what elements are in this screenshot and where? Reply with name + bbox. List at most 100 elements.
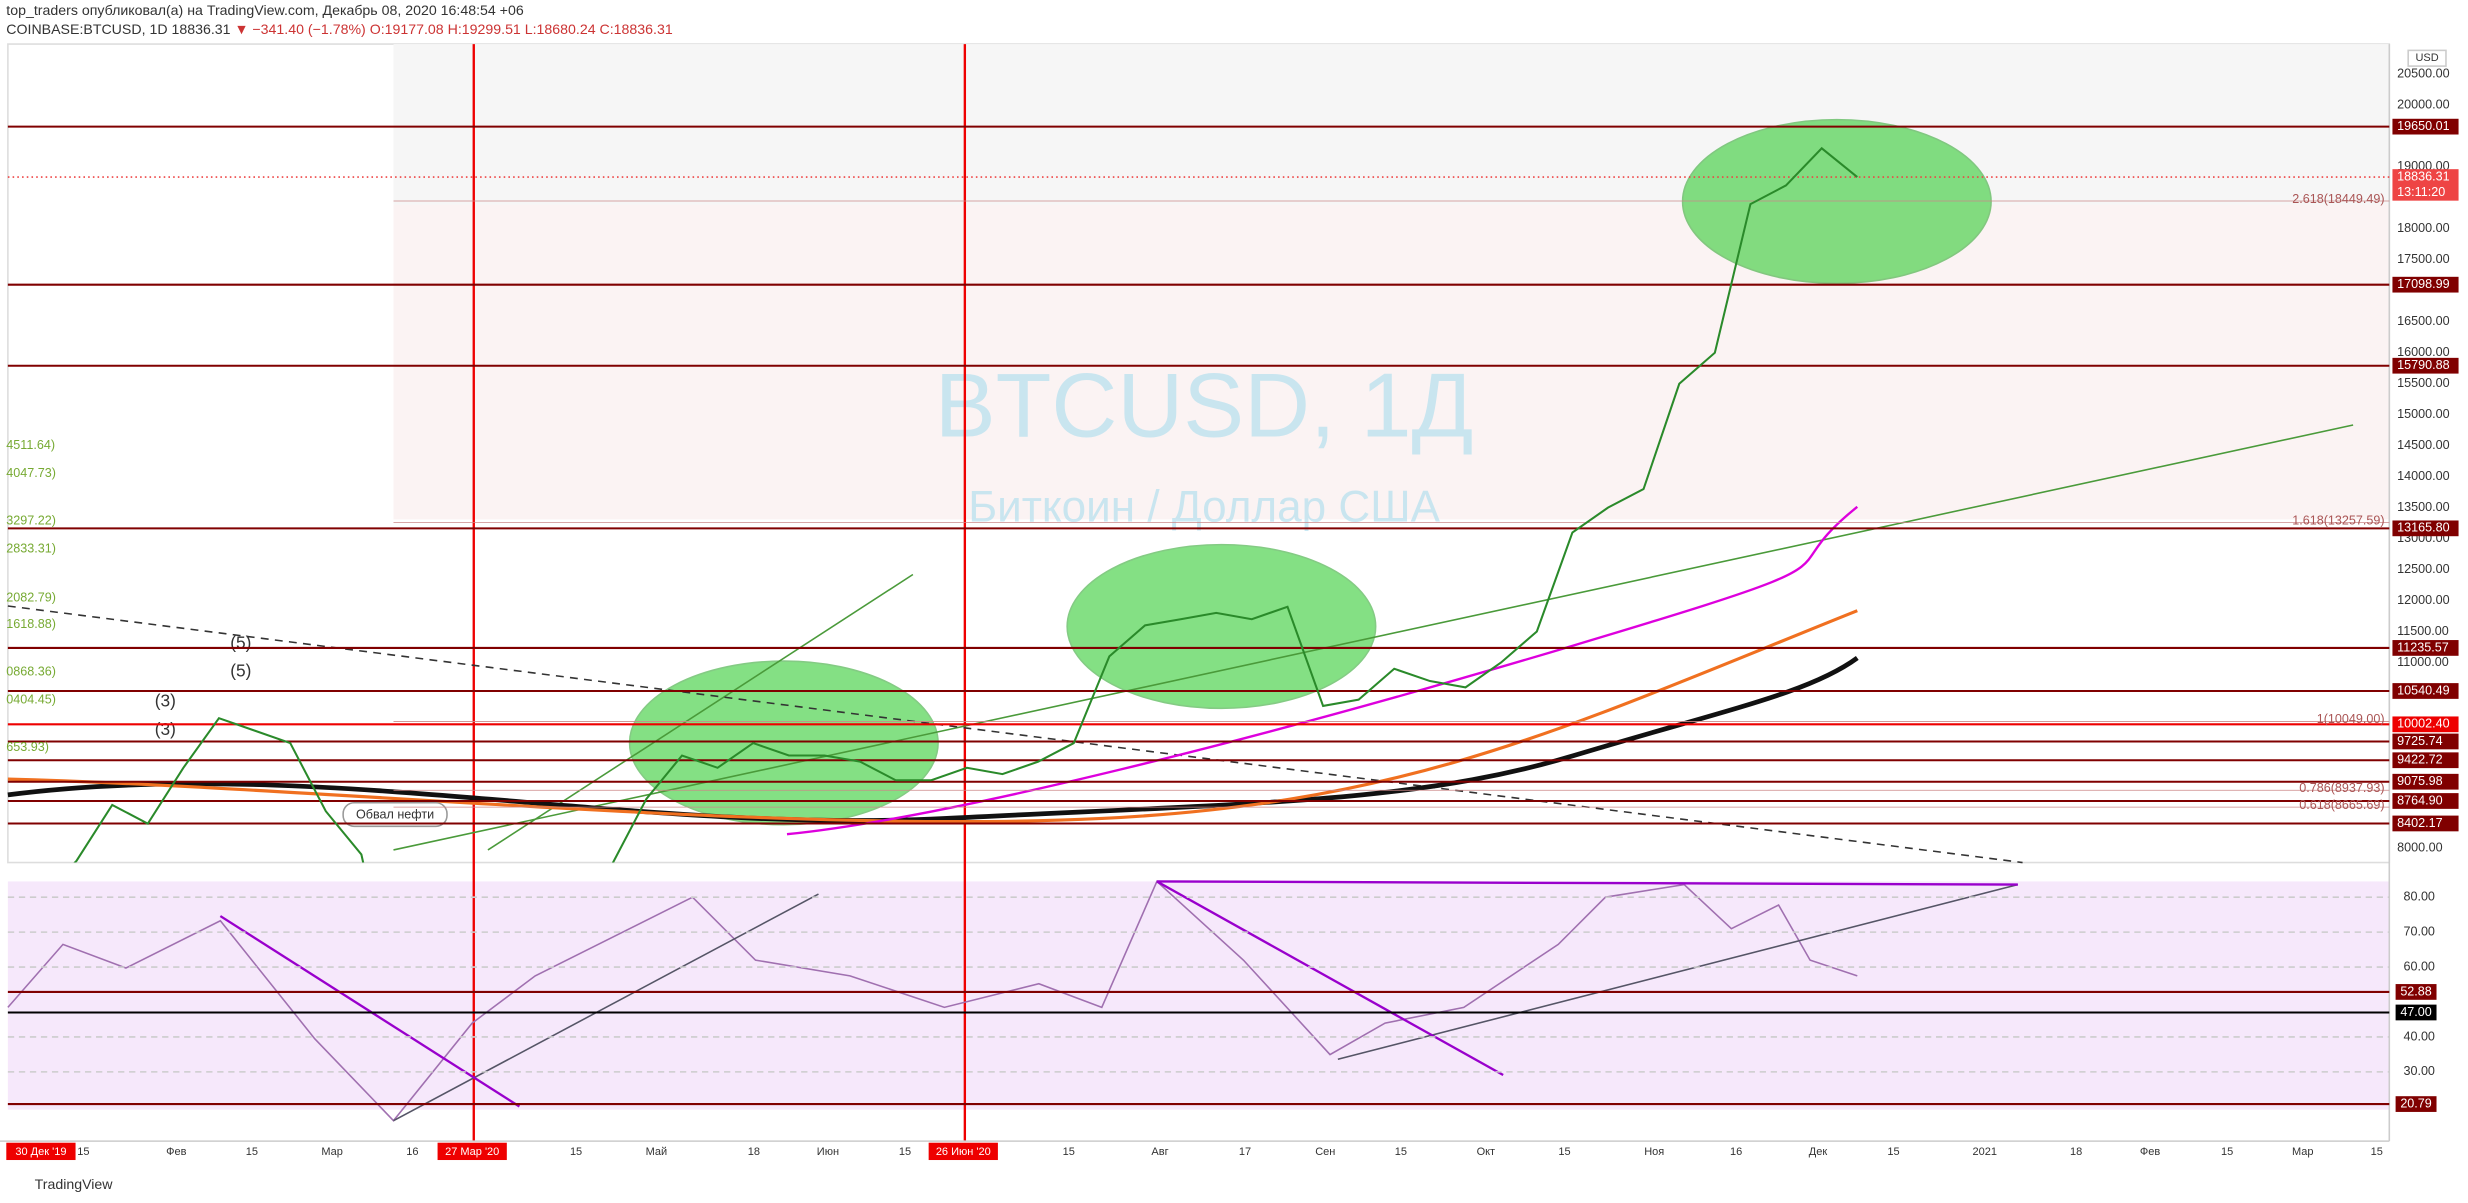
trendline <box>219 915 521 1108</box>
author: top_traders опубликовал(а) на TradingVie… <box>6 3 524 19</box>
time-label: 15 <box>899 1146 911 1158</box>
wave: (5) <box>230 632 251 652</box>
level-label: 13165.80 <box>2397 521 2449 535</box>
trendline <box>393 424 2354 851</box>
time-label: Май <box>646 1146 668 1158</box>
price-tick-label: 14500.00 <box>2397 438 2449 452</box>
level-box <box>2392 276 2459 293</box>
price-tick-label: 14000.00 <box>2397 469 2449 483</box>
time-label: 15 <box>2371 1146 2383 1158</box>
time-label: 27 Мар '20 <box>445 1146 499 1158</box>
currency: USD <box>2415 52 2438 64</box>
left-label: 2833.31) <box>6 542 56 556</box>
time-label: Фев <box>166 1146 186 1158</box>
level-label: 9075.98 <box>2397 774 2442 788</box>
time-label: 15 <box>2221 1146 2233 1158</box>
price-tick-label: 13500.00 <box>2397 500 2449 514</box>
level-box <box>2392 640 2459 656</box>
rsi-level-label: 52.88 <box>2400 984 2431 998</box>
watermark-subtitle: Биткоин / Доллар США <box>968 483 1440 532</box>
price-tick-label: 16500.00 <box>2397 314 2449 328</box>
rsi-pane <box>7 881 2390 1110</box>
left-label: 4511.64) <box>6 438 55 452</box>
time-label: 15 <box>570 1146 582 1158</box>
level-label: 17098.99 <box>2397 277 2449 291</box>
level-box <box>2392 815 2459 832</box>
trendline <box>1337 883 2019 1061</box>
level-box <box>2392 520 2459 537</box>
time-label: Окт <box>1477 1146 1496 1158</box>
price-tick-label: 8000.00 <box>2397 841 2442 855</box>
rsi-level-box <box>2395 1096 2437 1112</box>
time-axis <box>0 1141 2468 1164</box>
time-label: 30 Дек '19 <box>15 1146 66 1158</box>
time-box <box>6 1142 76 1161</box>
zone <box>1681 118 1992 285</box>
wave: (3) <box>155 691 176 711</box>
price-tick-label: 15500.00 <box>2397 376 2449 390</box>
level-label: 10002.40 <box>2397 717 2449 731</box>
time-label: Сен <box>1315 1146 1335 1158</box>
annotation-box <box>342 801 448 828</box>
time-label: 18 <box>748 1146 760 1158</box>
rsi-tick-label: 30.00 <box>2403 1064 2434 1078</box>
level-label: 9422.72 <box>2397 753 2442 767</box>
range-shade <box>393 204 2390 520</box>
time-label: 16 <box>406 1146 418 1158</box>
fib-label: 2.618(18449.49) <box>2292 192 2384 206</box>
time-label: 2021 <box>1973 1146 1997 1158</box>
left-label: 3297.22) <box>6 513 56 527</box>
trendline <box>1156 880 1504 1077</box>
time-label: Дек <box>1809 1146 1828 1158</box>
annotation: Обвал нефти <box>356 808 434 822</box>
rsi-level-label: 47.00 <box>2400 1005 2431 1019</box>
level-box <box>2392 752 2459 769</box>
fib-label: 0.618(8665.69) <box>2299 798 2384 812</box>
level-label: 19650.01 <box>2397 119 2449 133</box>
level-label: 8764.90 <box>2397 793 2442 807</box>
time-label: 26 Июн '20 <box>936 1146 991 1158</box>
symbol-line: COINBASE:BTCUSD, 1D 18836.31 ▼ −341.40 (… <box>6 22 673 38</box>
zone <box>628 660 939 826</box>
level-label: 8402.17 <box>2397 816 2442 830</box>
time-label: 15 <box>1558 1146 1570 1158</box>
wave: (3) <box>155 719 176 739</box>
rsi-tick-label: 40.00 <box>2403 1029 2434 1043</box>
price-tick-label: 16000.00 <box>2397 345 2449 359</box>
left-label: 4047.73) <box>6 466 56 480</box>
price-tick-label: 11500.00 <box>2397 624 2449 638</box>
trendline <box>1156 880 2018 886</box>
level-box <box>2392 793 2459 809</box>
ohlc: O:19177.08 H:19299.51 L:18680.24 C:18836… <box>370 22 673 38</box>
ma <box>786 505 1859 836</box>
time-label: Мар <box>2292 1146 2314 1158</box>
level-box <box>2392 716 2459 733</box>
time-label: 15 <box>1395 1146 1407 1158</box>
wave: (5) <box>230 661 251 681</box>
countdown: 13:11:20 <box>2397 185 2445 199</box>
level-box <box>2392 118 2459 135</box>
watermark-title: BTCUSD, 1Д <box>935 354 1474 456</box>
price-tick-label: 18000.00 <box>2397 221 2449 235</box>
level-box <box>2392 733 2459 750</box>
rsi-level-label: 20.79 <box>2400 1096 2431 1110</box>
fib-label: 1(10049.00) <box>2317 712 2385 726</box>
left-label: 653.93) <box>6 740 49 754</box>
time-label: 15 <box>1887 1146 1899 1158</box>
current-label: 18836.31 <box>2397 169 2449 183</box>
fib-label: 0.786(8937.93) <box>2299 781 2384 795</box>
ma <box>7 609 1858 824</box>
time-box <box>437 1142 507 1161</box>
time-label: Ноя <box>1644 1146 1664 1158</box>
price-tick-label: 15000.00 <box>2397 407 2449 421</box>
left-label: 1618.88) <box>6 617 56 631</box>
left-label: 0868.36) <box>6 664 56 678</box>
rsi-tick-label: 80.00 <box>2403 890 2434 904</box>
last: 18836.31 <box>171 22 230 38</box>
time-box <box>928 1142 998 1161</box>
rsi-level-box <box>2395 984 2437 1000</box>
time-label: 15 <box>1063 1146 1075 1158</box>
time-label: Мар <box>321 1146 343 1158</box>
